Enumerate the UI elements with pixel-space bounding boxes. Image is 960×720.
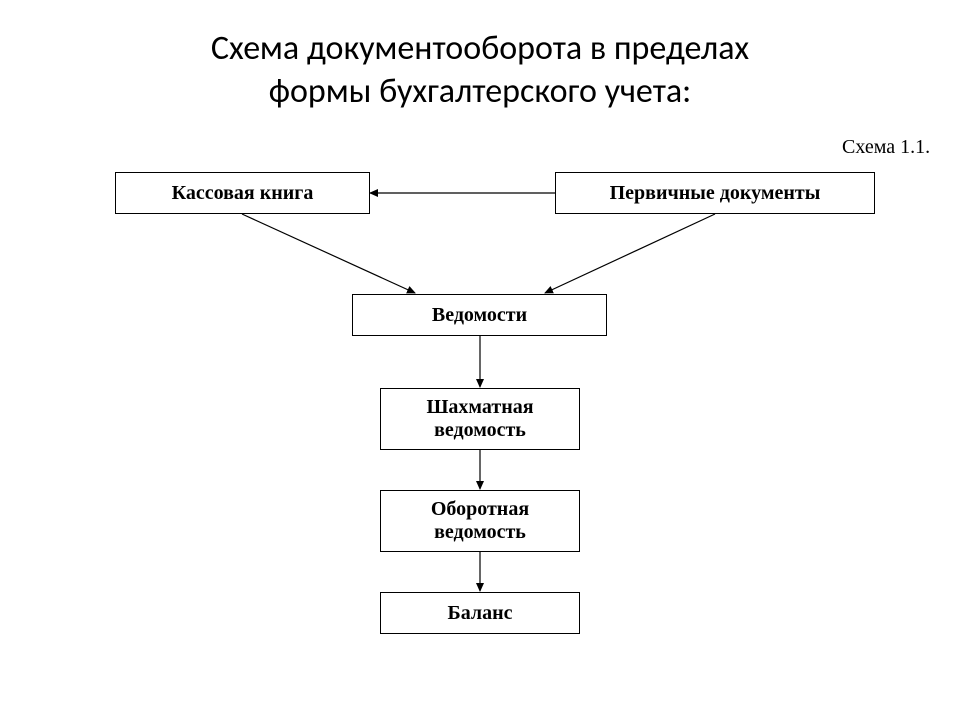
title-line1: Схема документооборота в пределах — [211, 28, 749, 69]
node-balans: Баланс — [380, 592, 580, 634]
diagram-caption: Схема 1.1. — [842, 136, 930, 159]
node-label: Оборотнаяведомость — [431, 498, 529, 544]
node-label: Кассовая книга — [172, 182, 314, 205]
page: Схема документооборота в пределах формы … — [0, 0, 960, 720]
node-kassovaya-kniga: Кассовая книга — [115, 172, 370, 214]
node-label: Первичные документы — [610, 182, 821, 205]
node-label: Ведомости — [432, 304, 527, 327]
edge-arrow — [242, 214, 415, 293]
page-title: Схема документооборота в пределах формы … — [0, 28, 960, 113]
edge-arrow — [545, 214, 715, 293]
node-label: Шахматнаяведомость — [426, 396, 533, 442]
title-line2: формы бухгалтерского учета: — [269, 71, 692, 112]
node-shahmatnaya-vedomost: Шахматнаяведомость — [380, 388, 580, 450]
node-vedomosti: Ведомости — [352, 294, 607, 336]
node-oborotnaya-vedomost: Оборотнаяведомость — [380, 490, 580, 552]
caption-text: Схема 1.1. — [842, 136, 930, 158]
node-pervichnye-dokumenty: Первичные документы — [555, 172, 875, 214]
node-label: Баланс — [447, 602, 512, 625]
